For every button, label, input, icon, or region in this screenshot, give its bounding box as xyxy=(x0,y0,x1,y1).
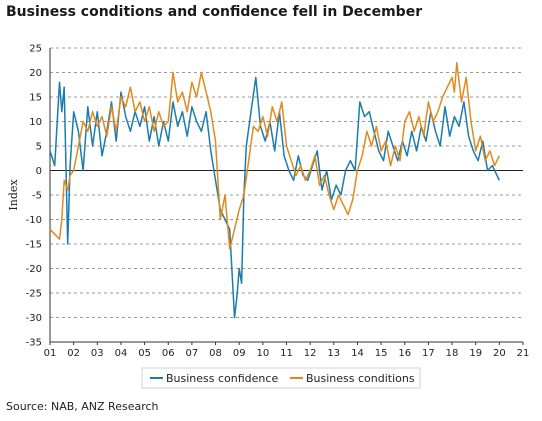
x-tick-label: 04 xyxy=(115,348,128,359)
x-tick-label: 21 xyxy=(517,348,530,359)
x-tick-label: 08 xyxy=(209,348,222,359)
x-tick-label: 19 xyxy=(469,348,482,359)
y-tick-label: 10 xyxy=(29,117,42,128)
legend: Business confidence Business conditions xyxy=(141,367,421,389)
y-tick-label: 0 xyxy=(36,166,42,177)
y-tick-label: -15 xyxy=(26,240,42,251)
y-tick-label: -20 xyxy=(26,264,42,275)
x-tick-label: 07 xyxy=(186,348,199,359)
x-tick-label: 09 xyxy=(233,348,246,359)
y-axis-label: Index xyxy=(7,179,20,211)
x-tick-label: 06 xyxy=(162,348,175,359)
gridlines xyxy=(50,47,523,343)
chart-title: Business conditions and confidence fell … xyxy=(6,4,423,20)
y-tick-label: 25 xyxy=(29,44,42,55)
y-tick-label: -25 xyxy=(26,289,42,300)
x-tick-label: 16 xyxy=(398,348,411,359)
y-tick-label: 20 xyxy=(29,68,42,79)
x-tick-label: 03 xyxy=(91,348,104,359)
y-tick-label: -5 xyxy=(32,191,42,202)
y-tick-label: -10 xyxy=(26,215,42,226)
x-tick-label: 17 xyxy=(422,348,435,359)
legend-label: Business confidence xyxy=(166,372,278,385)
x-tick-label: 18 xyxy=(446,348,459,359)
x-tick-label: 05 xyxy=(138,348,151,359)
legend-label: Business conditions xyxy=(306,372,415,385)
y-tick-label: 5 xyxy=(36,142,42,153)
x-tick-label: 10 xyxy=(256,348,269,359)
y-tick-label: -35 xyxy=(26,338,42,349)
x-tick-label: 12 xyxy=(304,348,317,359)
x-tick-label: 20 xyxy=(493,348,506,359)
series-line-business-conditions xyxy=(49,61,500,250)
y-tick-label: -30 xyxy=(26,313,42,324)
source-note: Source: NAB, ANZ Research xyxy=(6,400,159,413)
series-lines xyxy=(49,61,500,319)
x-tick-label: 11 xyxy=(280,348,293,359)
x-tick-label: 15 xyxy=(375,348,388,359)
x-tick-label: 01 xyxy=(44,348,57,359)
x-tick-label: 13 xyxy=(327,348,340,359)
x-tick-label: 02 xyxy=(67,348,80,359)
y-tick-label: 15 xyxy=(29,93,42,104)
x-tick-label: 14 xyxy=(351,348,364,359)
legend-box xyxy=(141,367,421,389)
